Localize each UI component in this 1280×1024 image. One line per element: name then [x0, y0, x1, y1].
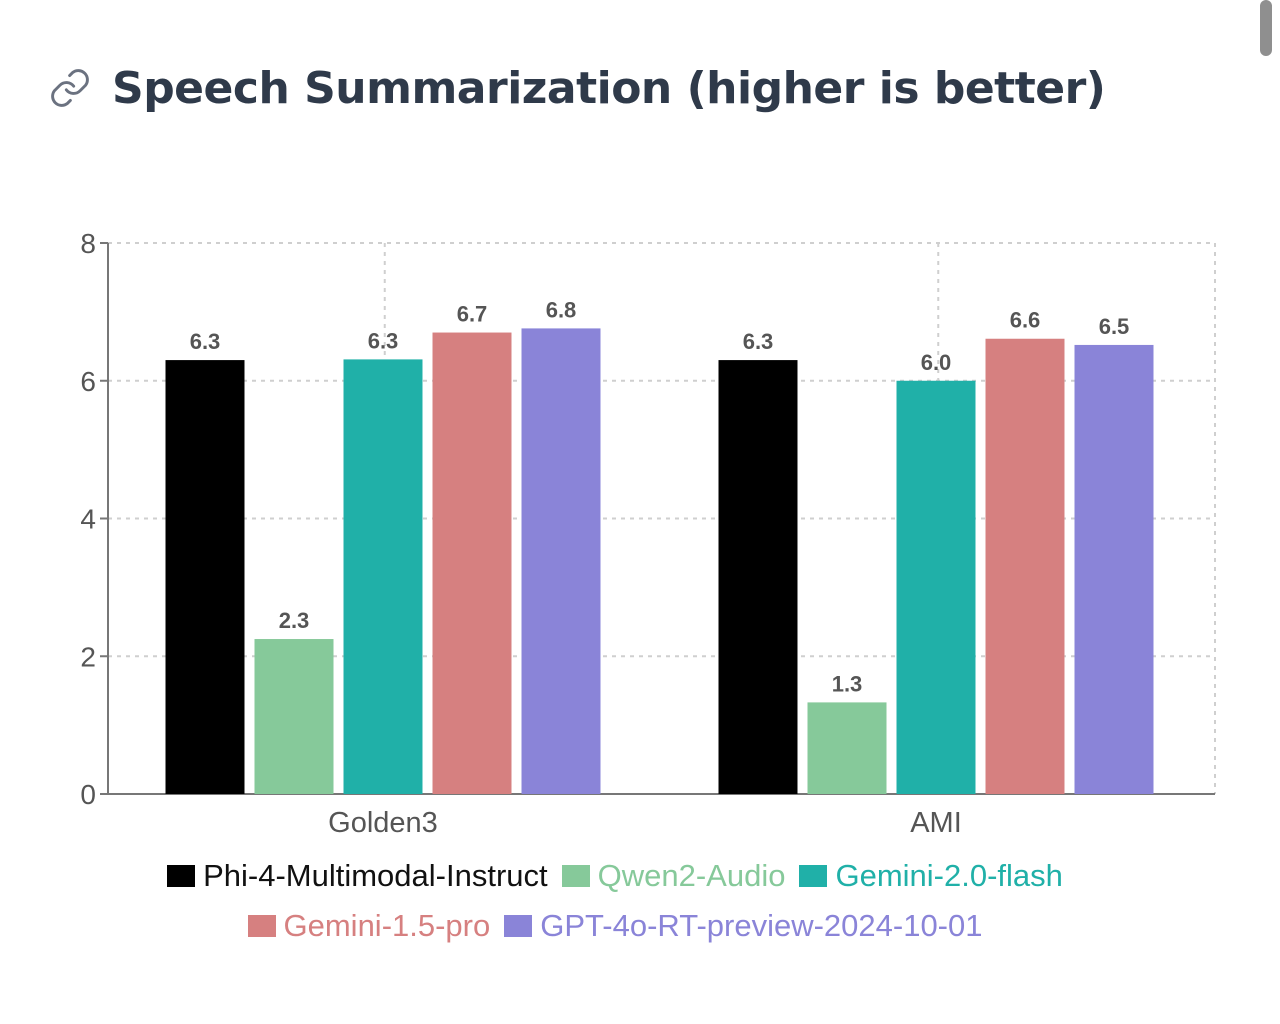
legend-label: Gemini-1.5-pro [283, 908, 491, 943]
link-icon[interactable] [48, 66, 92, 110]
legend-label: Phi-4-Multimodal-Instruct [203, 858, 548, 893]
bar-value-label: 2.3 [279, 608, 310, 633]
legend-item[interactable]: Gemini-2.0-flash [799, 858, 1063, 894]
bar-value-label: 6.0 [921, 350, 952, 375]
y-tick-label: 8 [80, 228, 96, 259]
bar [521, 328, 601, 794]
bar-value-label: 6.7 [457, 302, 488, 327]
y-tick-label: 2 [80, 641, 96, 672]
legend-swatch [504, 915, 533, 937]
legend-swatch [561, 865, 590, 887]
legend-label: Qwen2-Audio [597, 858, 786, 893]
x-tick-label: AMI [910, 807, 962, 839]
bar [1074, 344, 1154, 794]
legend-item[interactable]: Phi-4-Multimodal-Instruct [167, 858, 548, 894]
chart-legend: Phi-4-Multimodal-Instruct Qwen2-Audio Gemi… [90, 858, 1140, 944]
bar-value-label: 6.8 [546, 297, 577, 322]
x-tick-label: Golden3 [328, 807, 438, 839]
scrollbar-thumb[interactable] [1260, 0, 1272, 56]
legend-swatch [247, 915, 276, 937]
bar [896, 380, 976, 794]
bar-value-label: 6.3 [743, 329, 774, 354]
legend-item[interactable]: GPT-4o-RT-preview-2024-10-01 [504, 908, 982, 944]
y-tick-label: 4 [80, 504, 96, 535]
y-tick-label: 6 [80, 366, 96, 397]
bar-value-label: 6.3 [368, 328, 399, 353]
legend-item[interactable]: Gemini-1.5-pro [247, 908, 491, 944]
bar-value-label: 6.3 [190, 329, 221, 354]
legend-label: Gemini-2.0-flash [835, 858, 1063, 893]
bar [165, 360, 245, 794]
bar [343, 359, 423, 794]
bar [432, 332, 512, 794]
bar [807, 702, 887, 794]
y-tick-label: 0 [80, 779, 96, 810]
legend-swatch [167, 865, 196, 887]
legend-item[interactable]: Qwen2-Audio [561, 858, 786, 894]
bar-value-label: 6.6 [1010, 308, 1041, 333]
bar-value-label: 1.3 [832, 671, 863, 696]
bar-value-label: 6.5 [1099, 314, 1130, 339]
legend-label: GPT-4o-RT-preview-2024-10-01 [540, 908, 983, 943]
bar [254, 639, 334, 794]
bar [985, 338, 1065, 794]
page-title: Speech Summarization (higher is better) [112, 62, 1106, 114]
header: Speech Summarization (higher is better) [48, 56, 1106, 120]
legend-swatch [799, 865, 828, 887]
bar [718, 360, 798, 794]
